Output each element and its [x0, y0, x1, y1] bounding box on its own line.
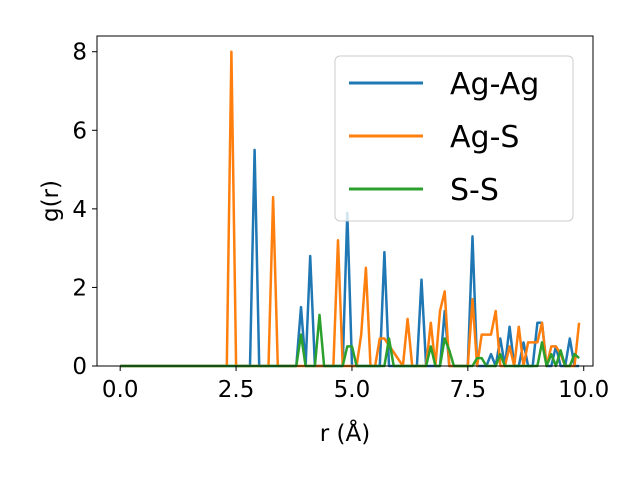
y-tick-label: 6	[72, 118, 87, 144]
x-tick-label: 10.0	[558, 377, 609, 403]
legend: Ag-Ag Ag-S S-S	[334, 55, 574, 222]
x-axis-ticks: 0.0 2.5 5.0 7.5 10.0	[102, 366, 609, 403]
x-tick-label: 0.0	[102, 377, 139, 403]
legend-label-0: Ag-Ag	[450, 67, 539, 102]
x-tick-label: 7.5	[450, 377, 487, 403]
legend-label-2: S-S	[450, 173, 499, 208]
y-axis-ticks: 0 2 4 6 8	[72, 40, 97, 380]
y-tick-label: 0	[72, 354, 87, 380]
y-axis-label: g(r)	[38, 180, 64, 222]
axes-frame	[96, 35, 594, 367]
legend-label-1: Ag-S	[450, 120, 519, 155]
y-tick-label: 8	[72, 40, 87, 66]
legend-box	[334, 55, 574, 222]
legend-items: Ag-Ag Ag-S S-S	[349, 67, 539, 208]
x-tick-label: 2.5	[218, 377, 255, 403]
y-tick-label: 2	[72, 275, 87, 301]
y-tick-label: 4	[72, 197, 87, 223]
x-axis-label: r (Å)	[320, 419, 370, 447]
x-tick-label: 5.0	[334, 377, 371, 403]
